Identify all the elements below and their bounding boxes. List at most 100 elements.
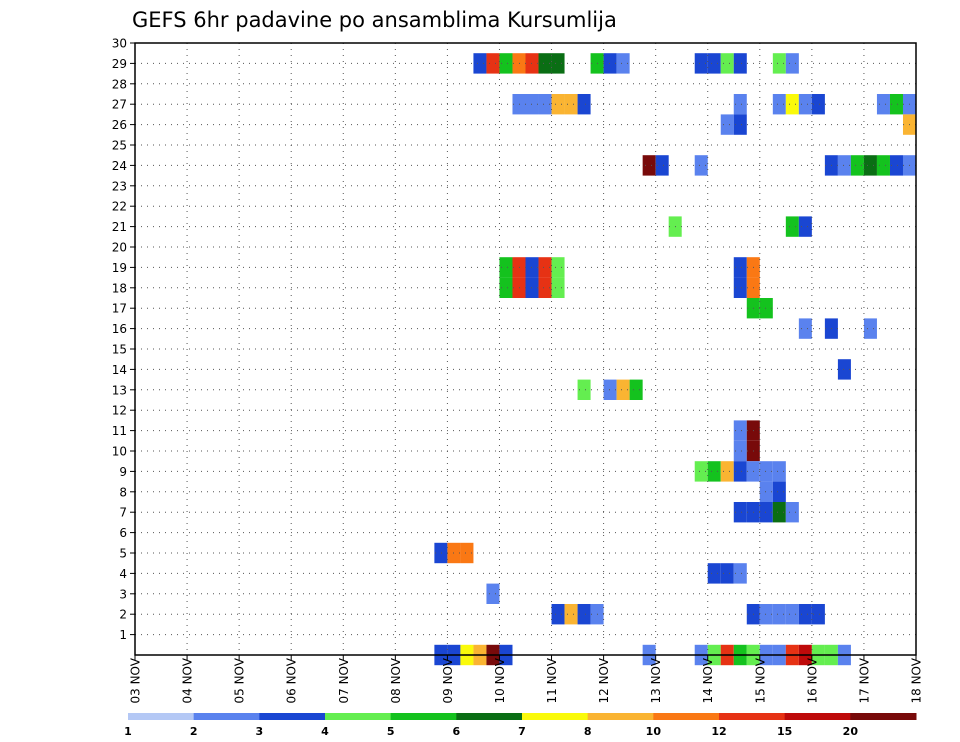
data-cell-member-29 <box>551 53 565 74</box>
y-tick-label: 13 <box>112 383 127 397</box>
legend-label: 4 <box>321 725 329 738</box>
y-tick-label: 21 <box>112 220 127 234</box>
data-cell-member-27 <box>525 94 539 115</box>
data-cell-member-21 <box>785 216 799 237</box>
data-cell-member-29 <box>733 53 747 74</box>
data-cell-member-16 <box>863 318 877 339</box>
x-tick-label: 16 NOV <box>805 657 819 703</box>
data-cell-member-19 <box>538 257 552 278</box>
data-cell-member-27 <box>538 94 552 115</box>
data-cell-member-19 <box>499 257 513 278</box>
data-cell-member-24 <box>655 155 669 176</box>
data-cell-member-19 <box>525 257 539 278</box>
data-cell-member-7 <box>759 502 773 523</box>
data-cell-member-18 <box>551 277 565 298</box>
x-tick-label: 04 NOV <box>181 657 195 703</box>
data-cell-member-29 <box>772 53 786 74</box>
legend-label: 20 <box>843 725 859 738</box>
data-cell-member-27 <box>798 94 812 115</box>
data-cell-member-9 <box>759 461 773 482</box>
y-tick-label: 27 <box>112 98 127 112</box>
x-tick-label: 07 NOV <box>337 657 351 703</box>
data-cell-member-13 <box>603 379 617 400</box>
data-cell-member-5 <box>460 542 474 564</box>
data-cell-member-27 <box>876 94 890 115</box>
data-cell-member-18 <box>525 277 539 298</box>
legend-label: 12 <box>711 725 726 738</box>
y-tick-label: 12 <box>112 404 127 418</box>
data-cell-member-16 <box>798 318 812 339</box>
y-tick-label: 8 <box>119 485 127 499</box>
y-tick-label: 10 <box>112 445 127 459</box>
x-tick-label: 11 NOV <box>545 657 559 703</box>
y-tick-label: 18 <box>112 281 127 295</box>
data-cell-member-24 <box>642 155 656 176</box>
x-tick-label: 09 NOV <box>441 657 455 703</box>
data-cell-member-27 <box>577 94 591 115</box>
y-tick-label: 15 <box>112 343 127 357</box>
data-cell-member-2 <box>811 604 825 625</box>
y-tick-label: 1 <box>119 628 127 642</box>
legend-label: 6 <box>453 725 461 738</box>
data-cell-member-29 <box>616 53 630 74</box>
legend-label: 7 <box>518 725 526 738</box>
x-tick-label: 18 NOV <box>910 657 924 703</box>
data-cell-member-26 <box>720 114 734 135</box>
x-tick-label: 14 NOV <box>701 657 715 703</box>
data-cell-member-13 <box>577 379 591 400</box>
data-cell-member-26 <box>733 114 747 135</box>
data-cell-member-4 <box>707 563 721 584</box>
legend-label: 5 <box>387 725 395 738</box>
y-tick-label: 19 <box>112 261 127 275</box>
y-tick-label: 30 <box>112 37 127 51</box>
data-cell-member-29 <box>499 53 513 74</box>
x-tick-label: 13 NOV <box>649 657 663 703</box>
y-tick-label: 20 <box>112 241 127 255</box>
data-cell-member-4 <box>733 563 747 584</box>
data-cell-member-18 <box>499 277 513 298</box>
data-cell-member-2 <box>785 604 799 625</box>
x-axis: 03 NOV 04 NOV 05 NOV 06 NOV 07 NOV 08 NOV 09 N… <box>129 655 924 704</box>
y-tick-label: 5 <box>119 547 127 561</box>
data-cell-member-24 <box>889 155 903 176</box>
legend-label: 8 <box>584 725 592 738</box>
legend-swatch <box>128 713 195 720</box>
y-axis: 1234567891011121314151617181920212223242… <box>112 37 135 642</box>
data-cell-member-27 <box>564 94 578 115</box>
data-cell-member-29 <box>473 53 487 74</box>
data-cell-member-5 <box>434 542 448 564</box>
data-cell-member-24 <box>694 155 708 176</box>
legend-label: 10 <box>646 725 662 738</box>
x-tick-label: 10 NOV <box>493 657 507 703</box>
y-tick-label: 3 <box>119 587 127 601</box>
data-cell-member-29 <box>538 53 552 74</box>
y-tick-label: 17 <box>112 302 127 316</box>
data-cell-member-21 <box>798 216 812 237</box>
y-tick-label: 7 <box>119 506 127 520</box>
data-cell-member-29 <box>525 53 539 74</box>
y-tick-label: 25 <box>112 139 127 153</box>
y-tick-label: 26 <box>112 118 127 132</box>
legend-swatch <box>522 713 589 720</box>
legend-swatch <box>193 713 260 720</box>
data-cell-member-2 <box>798 604 812 625</box>
legend-label: 2 <box>190 725 198 738</box>
gridlines <box>135 43 916 655</box>
data-cell-member-9 <box>772 461 786 482</box>
data-cell-member-29 <box>785 53 799 74</box>
data-cell-member-11 <box>733 420 747 441</box>
data-cell-member-2 <box>564 604 578 625</box>
x-tick-label: 08 NOV <box>389 657 403 703</box>
data-cell-member-2 <box>551 604 565 625</box>
data-cell-member-24 <box>850 155 864 176</box>
y-tick-label: 4 <box>119 567 127 581</box>
data-cell-member-10 <box>733 440 747 462</box>
legend-swatch <box>653 713 720 720</box>
y-tick-label: 22 <box>112 200 127 214</box>
y-tick-label: 14 <box>112 363 127 377</box>
data-cell-member-3 <box>486 583 500 604</box>
data-cell-member-2 <box>577 604 591 625</box>
data-cell-member-24 <box>863 155 877 176</box>
legend: 1 2 3 4 5 6 7 8 10 12 15 20 <box>124 713 917 738</box>
